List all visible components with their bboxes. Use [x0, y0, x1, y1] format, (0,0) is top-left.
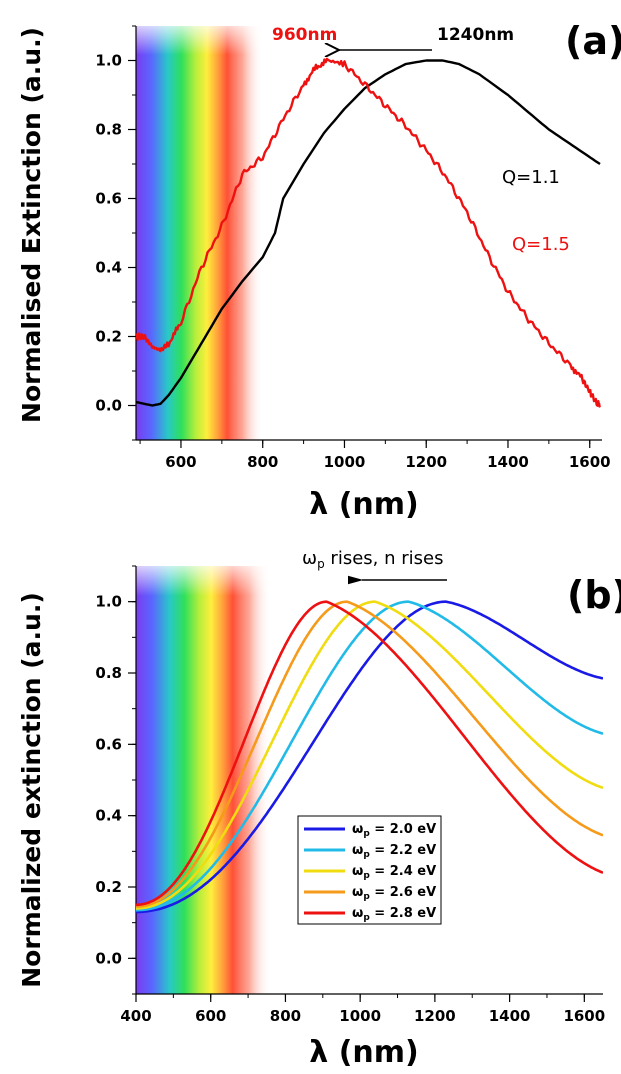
- series-line: [136, 600, 603, 907]
- y-tick-label: 0.6: [95, 735, 122, 753]
- y-tick-label: 0.4: [95, 807, 122, 825]
- x-tick-label: 800: [270, 1007, 301, 1025]
- peak-label-black: 1240nm: [437, 25, 514, 45]
- legend-entry: ωp = 2.6 eV: [352, 885, 436, 902]
- panel-label: (b): [567, 573, 621, 617]
- x-tick-label: 600: [195, 1007, 226, 1025]
- series-line: [136, 600, 603, 912]
- axis-ticks: 0.0 0.2 0.4 0.6 0.8 1.0 600 800 1000 1200 1400 1600: [95, 25, 611, 471]
- plot-lines: [136, 57, 602, 408]
- panel-label: (a): [565, 19, 621, 63]
- series-label-q11: Q=1.1: [502, 167, 560, 188]
- x-tick-label: 1400: [489, 1007, 531, 1025]
- x-tick-label: 400: [120, 1007, 151, 1025]
- series-line: [136, 59, 601, 407]
- legend: ωp = 2.0 eV ωp = 2.2 eV ωp = 2.4 eV ωp = 2.…: [297, 815, 442, 925]
- y-tick-label: 0.2: [95, 328, 122, 346]
- legend-entry: ωp = 2.0 eV: [352, 822, 436, 839]
- panel-b: 0.0 0.2 0.4 0.6 0.8 1.0 400 600 800 1000 1200 1400 1…: [17, 548, 621, 1070]
- trend-annotation: ωp rises, n rises: [302, 548, 443, 571]
- y-tick-label: 0.8: [95, 121, 122, 139]
- y-tick-label: 1.0: [95, 52, 122, 70]
- visible-spectrum-fade: [136, 26, 263, 440]
- legend-entry: ωp = 2.2 eV: [352, 843, 436, 860]
- y-axis-label: Normalized extinction (a.u.): [17, 592, 46, 988]
- x-tick-label: 1000: [324, 453, 366, 471]
- series-line: [136, 600, 603, 914]
- y-axis-label: Normalised Extinction (a.u.): [17, 27, 46, 423]
- series-line: [136, 600, 603, 908]
- legend-entry: ωp = 2.8 eV: [352, 906, 436, 923]
- axis-ticks: 0.0 0.2 0.4 0.6 0.8 1.0 400 600 800 1000 1200 1400 1…: [95, 565, 605, 1025]
- x-axis-label: λ (nm): [309, 487, 418, 522]
- y-tick-label: 0.8: [95, 664, 122, 682]
- x-tick-label: 1200: [405, 453, 447, 471]
- x-tick-label: 600: [165, 453, 196, 471]
- legend-entry: ωp = 2.4 eV: [352, 864, 436, 881]
- y-tick-label: 0.4: [95, 259, 122, 277]
- plot-lines: [136, 600, 603, 914]
- series-line: [136, 600, 603, 910]
- x-tick-label: 1000: [339, 1007, 381, 1025]
- peak-label-red: 960nm: [272, 25, 337, 45]
- y-tick-label: 0.6: [95, 190, 122, 208]
- x-tick-label: 1200: [414, 1007, 456, 1025]
- y-tick-label: 0.0: [95, 949, 122, 967]
- visible-spectrum-fade: [136, 566, 271, 994]
- x-axis-label: λ (nm): [309, 1035, 418, 1070]
- x-tick-label: 800: [247, 453, 278, 471]
- series-label-q15: Q=1.5: [512, 234, 570, 255]
- panel-a: 0.0 0.2 0.4 0.6 0.8 1.0 600 800 1000 1200 1400 1600…: [17, 19, 621, 522]
- series-line: [136, 57, 602, 408]
- y-tick-label: 0.0: [95, 397, 122, 415]
- x-tick-label: 1400: [487, 453, 529, 471]
- x-tick-label: 1600: [569, 453, 611, 471]
- y-tick-label: 1.0: [95, 593, 122, 611]
- y-tick-label: 0.2: [95, 878, 122, 896]
- x-tick-label: 1600: [563, 1007, 605, 1025]
